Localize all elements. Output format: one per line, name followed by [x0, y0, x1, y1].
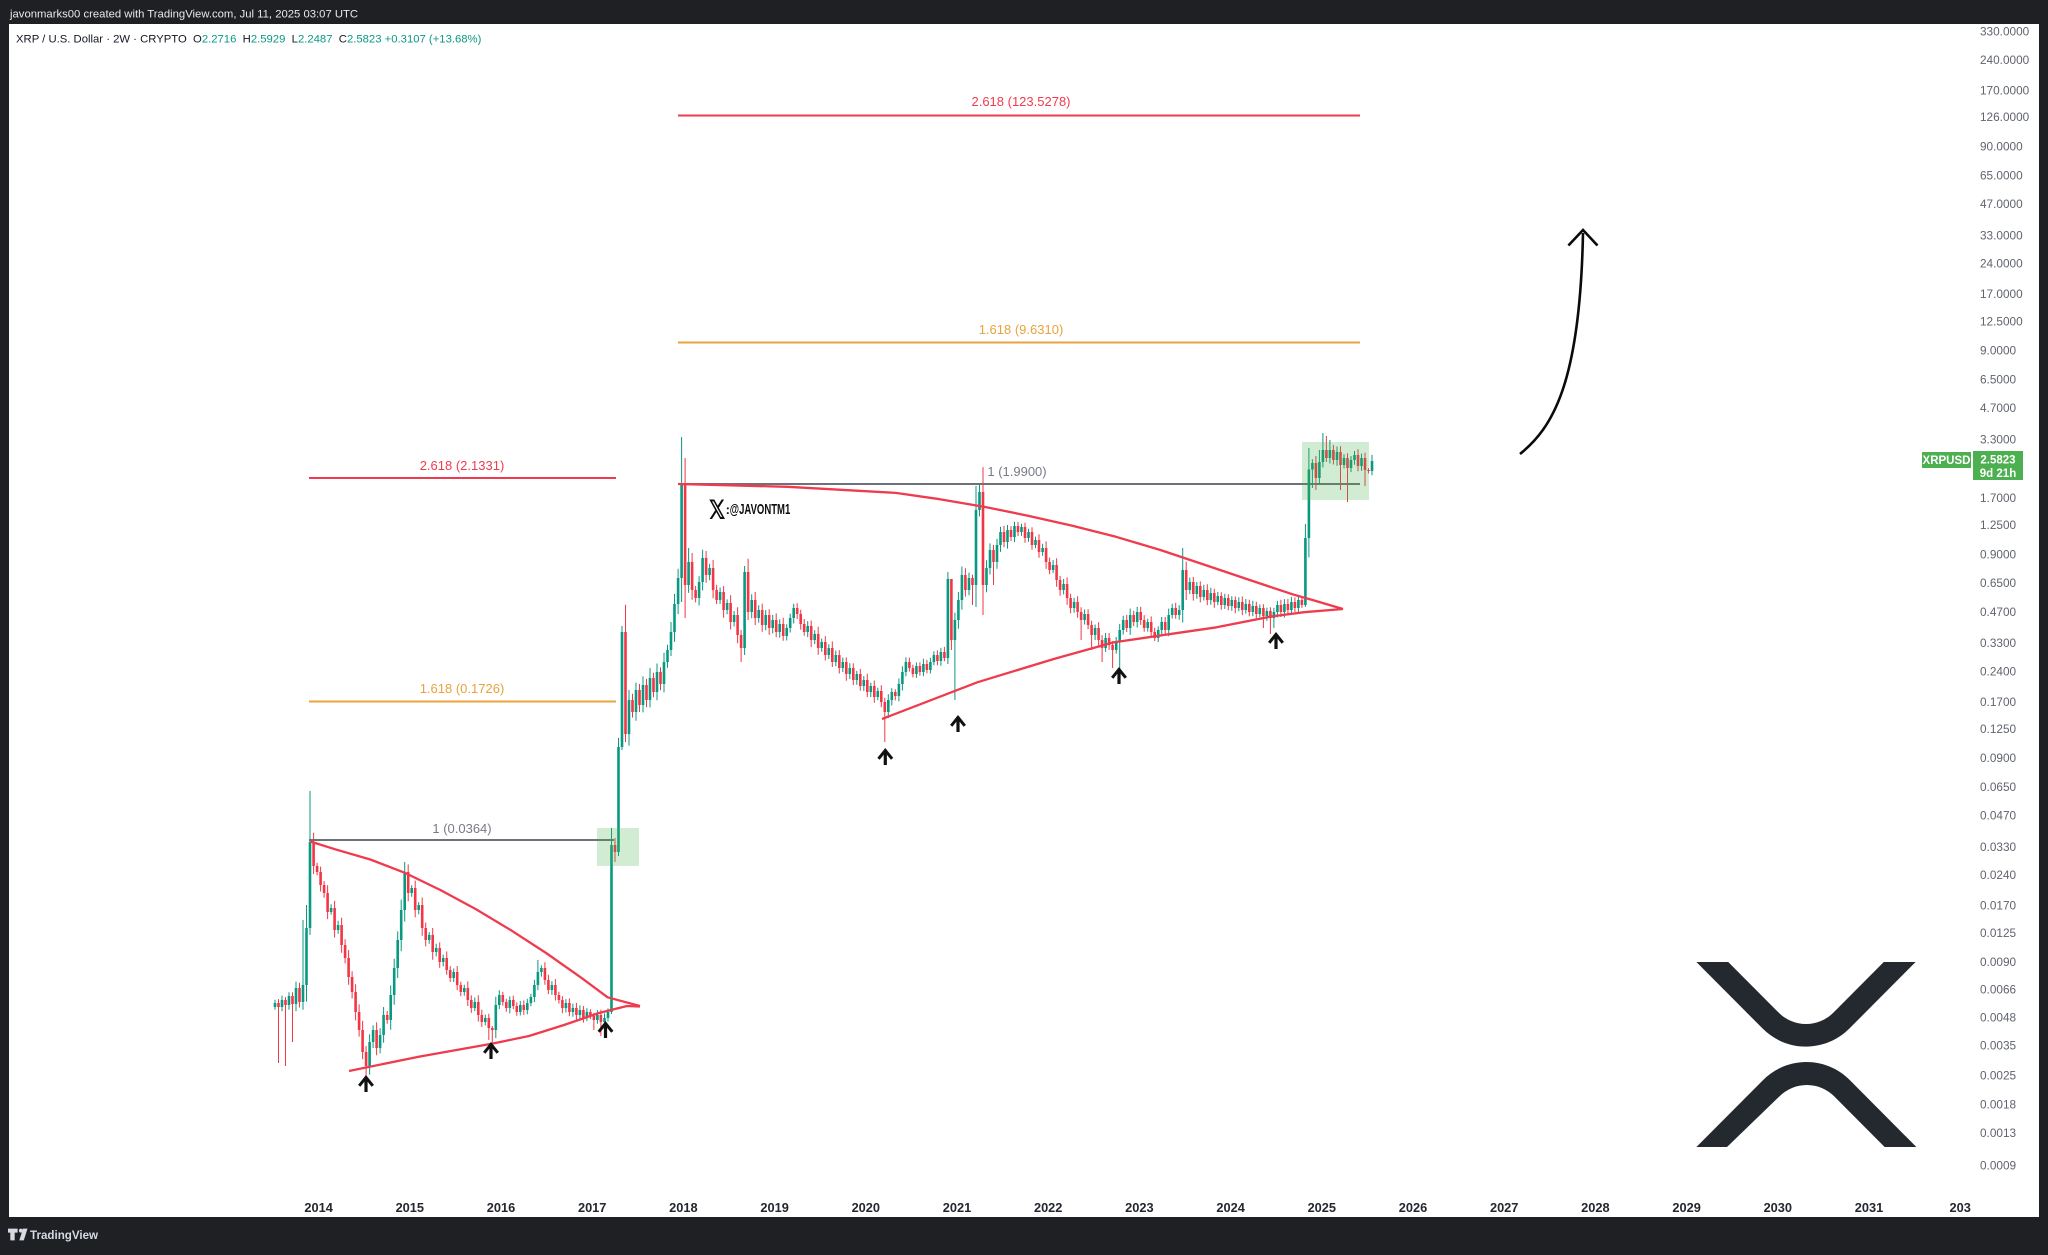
svg-text:0.1700: 0.1700 [1980, 695, 2017, 709]
svg-text::: : [726, 502, 730, 517]
svg-text:2.618 (2.1331): 2.618 (2.1331) [420, 458, 505, 473]
svg-text:3.3000: 3.3000 [1980, 432, 2017, 446]
svg-text:240.0000: 240.0000 [1980, 53, 2030, 67]
svg-text:2018: 2018 [669, 1200, 697, 1215]
svg-text:9.0000: 9.0000 [1980, 344, 2017, 358]
svg-text:1.7000: 1.7000 [1980, 491, 2017, 505]
svg-text:2020: 2020 [852, 1200, 880, 1215]
svg-text:0.0330: 0.0330 [1980, 840, 2017, 854]
svg-text:0.0125: 0.0125 [1980, 926, 2017, 940]
svg-text:0.0035: 0.0035 [1980, 1039, 2017, 1053]
svg-text:0.3300: 0.3300 [1980, 636, 2017, 650]
svg-text:0.0018: 0.0018 [1980, 1097, 2017, 1111]
svg-text:47.0000: 47.0000 [1980, 197, 2023, 211]
svg-text:0.0900: 0.0900 [1980, 751, 2017, 765]
svg-text:2.618 (123.5278): 2.618 (123.5278) [971, 94, 1070, 109]
svg-text:330.0000: 330.0000 [1980, 25, 2030, 39]
svg-text:0.0170: 0.0170 [1980, 899, 2017, 913]
svg-text:203: 203 [1950, 1200, 1971, 1215]
svg-text:0.9000: 0.9000 [1980, 547, 2017, 561]
svg-text:0.1250: 0.1250 [1980, 722, 2017, 736]
svg-text:2031: 2031 [1855, 1200, 1883, 1215]
svg-text:2029: 2029 [1672, 1200, 1700, 1215]
svg-text:0.2400: 0.2400 [1980, 664, 2017, 678]
svg-text:1 (0.0364): 1 (0.0364) [432, 821, 491, 836]
svg-text:17.0000: 17.0000 [1980, 287, 2023, 301]
svg-text:2019: 2019 [760, 1200, 788, 1215]
svg-text:12.5000: 12.5000 [1980, 314, 2023, 328]
svg-text:XRPUSD: XRPUSD [1923, 455, 1971, 467]
svg-text:2.5823: 2.5823 [1980, 455, 2015, 467]
svg-text:TradingView: TradingView [30, 1229, 99, 1242]
svg-text:2022: 2022 [1034, 1200, 1062, 1215]
svg-text:0.0650: 0.0650 [1980, 780, 2017, 794]
svg-text:2023: 2023 [1125, 1200, 1153, 1215]
svg-text:0.4700: 0.4700 [1980, 605, 2017, 619]
svg-text:24.0000: 24.0000 [1980, 257, 2023, 271]
svg-text:0.0048: 0.0048 [1980, 1011, 2017, 1025]
svg-text:1.618 (0.1726): 1.618 (0.1726) [420, 681, 505, 696]
svg-text:2021: 2021 [943, 1200, 971, 1215]
svg-text:65.0000: 65.0000 [1980, 169, 2023, 183]
svg-text:90.0000: 90.0000 [1980, 140, 2023, 154]
svg-text:2028: 2028 [1581, 1200, 1609, 1215]
svg-text:2016: 2016 [487, 1200, 515, 1215]
svg-text:@JAVONTM1: @JAVONTM1 [730, 501, 791, 518]
svg-text:4.7000: 4.7000 [1980, 401, 2017, 415]
svg-text:XRP / U.S. Dollar · 2W · CRYPT: XRP / U.S. Dollar · 2W · CRYPTO O2.2716 … [16, 34, 482, 46]
svg-text:2024: 2024 [1216, 1200, 1245, 1215]
svg-text:2014: 2014 [304, 1200, 333, 1215]
svg-text:1.618 (9.6310): 1.618 (9.6310) [979, 322, 1064, 337]
svg-text:2017: 2017 [578, 1200, 606, 1215]
svg-text:6.5000: 6.5000 [1980, 372, 2017, 386]
svg-text:0.0013: 0.0013 [1980, 1126, 2017, 1140]
svg-text:1.2500: 1.2500 [1980, 518, 2017, 532]
svg-text:0.0025: 0.0025 [1980, 1068, 2017, 1082]
svg-text:2027: 2027 [1490, 1200, 1518, 1215]
svg-text:0.0066: 0.0066 [1980, 982, 2017, 996]
svg-text:2030: 2030 [1764, 1200, 1792, 1215]
svg-text:javonmarks00 created with Trad: javonmarks00 created with TradingView.co… [9, 9, 358, 21]
svg-text:2026: 2026 [1399, 1200, 1427, 1215]
svg-text:126.0000: 126.0000 [1980, 110, 2030, 124]
svg-text:1 (1.9900): 1 (1.9900) [987, 464, 1046, 479]
svg-text:2025: 2025 [1308, 1200, 1336, 1215]
svg-text:0.6500: 0.6500 [1980, 576, 2017, 590]
svg-text:0.0090: 0.0090 [1980, 955, 2017, 969]
svg-text:0.0240: 0.0240 [1980, 868, 2017, 882]
svg-text:9d 21h: 9d 21h [1980, 468, 2016, 480]
svg-text:2015: 2015 [396, 1200, 424, 1215]
svg-text:0.0470: 0.0470 [1980, 809, 2017, 823]
svg-text:170.0000: 170.0000 [1980, 83, 2030, 97]
svg-text:0.0009: 0.0009 [1980, 1159, 2016, 1173]
svg-text:33.0000: 33.0000 [1980, 229, 2023, 243]
